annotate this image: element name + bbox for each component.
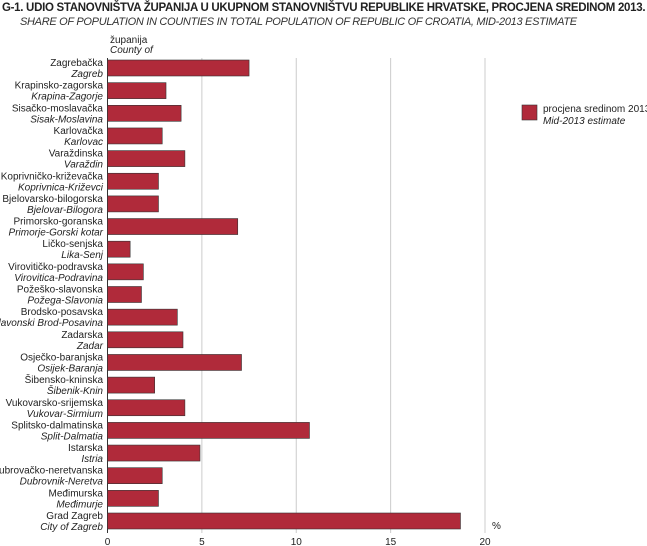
category-label: Virovitičko-podravska [8, 262, 103, 273]
category-label: Zadarska [61, 330, 103, 341]
x-tick-label: 0 [105, 537, 111, 546]
category-label: Krapinsko-zagorska [15, 81, 104, 92]
bar [107, 172, 159, 190]
legend-label-en: Mid-2013 estimate [543, 116, 626, 127]
category-label: Bjelovarsko-bilogorska [2, 194, 103, 205]
bar [107, 105, 182, 122]
category-label: Međimurska [49, 488, 104, 499]
y-axis-title: županija [110, 35, 148, 46]
bar [107, 218, 239, 235]
category-label-en: Istria [81, 454, 103, 465]
y-axis-title-en: County of [110, 45, 154, 56]
category-label-en: Split-Dalmatia [41, 431, 104, 442]
category-label-en: City of Zagreb [40, 522, 103, 533]
bar [107, 286, 142, 303]
category-label: Grad Zagreb [46, 511, 103, 522]
bar [107, 195, 159, 213]
bar [107, 240, 131, 258]
category-label: Požeško-slavonska [17, 285, 104, 296]
bar [107, 127, 163, 145]
bar [107, 422, 310, 439]
category-label-en: Karlovac [64, 137, 103, 148]
category-label: Osječko-baranjska [20, 352, 103, 363]
category-label: Zagrebačka [50, 58, 103, 69]
category-label-en: Zagreb [70, 69, 103, 80]
category-label-en: Osijek-Baranja [37, 363, 103, 374]
category-label-en: Međimurje [56, 499, 103, 510]
bar [107, 354, 242, 371]
category-label-en: Koprivnica-Križevci [18, 182, 104, 193]
category-label: Dubrovačko-neretvanska [0, 466, 103, 477]
chart-title: G-1. UDIO STANOVNIŠTVA ŽUPANIJA U UKUPNO… [2, 2, 646, 14]
bar [107, 467, 163, 485]
category-label-en: Dubrovnik-Neretva [20, 477, 104, 488]
chart-subtitle: SHARE OF POPULATION IN COUNTIES IN TOTAL… [20, 16, 577, 28]
bar [107, 82, 167, 99]
category-label-en: Zadar [76, 341, 104, 352]
category-label-en: Sisak-Moslavina [30, 114, 103, 125]
category-label-en: Primorje-Gorski kotar [9, 228, 104, 239]
legend-label: procjena sredinom 2013. [543, 104, 647, 115]
x-tick-label: 10 [291, 537, 303, 546]
category-label: Sisačko-moslavačka [12, 103, 104, 114]
category-label-en: Požega-Slavonia [27, 296, 103, 307]
bar [107, 399, 186, 417]
bar [107, 444, 201, 462]
category-label-en: Bjelovar-Bilogora [27, 205, 103, 216]
x-axis-label: % [492, 521, 501, 532]
bar [107, 490, 159, 507]
category-label-en: Lika-Senj [61, 250, 103, 261]
category-label-en: Virovitica-Podravina [14, 273, 103, 284]
category-label: Koprivničko-križevačka [1, 171, 104, 182]
bar [107, 150, 186, 167]
category-label: Vukovarsko-srijemska [6, 398, 104, 409]
category-label: Varaždinska [49, 149, 104, 160]
bar [107, 59, 250, 77]
legend-swatch [521, 104, 538, 121]
x-tick-label: 20 [479, 537, 491, 546]
category-label: Šibensko-kninska [25, 373, 104, 386]
category-label-en: Varaždin [64, 160, 104, 171]
category-label-en: Slavonski Brod-Posavina [0, 318, 103, 329]
category-label: Ličko-senjska [42, 239, 103, 250]
bar [107, 331, 184, 349]
bar [107, 512, 461, 530]
category-label: Splitsko-dalmatinska [11, 420, 103, 431]
category-label: Primorsko-goranska [14, 217, 104, 228]
x-tick-label: 15 [385, 537, 397, 546]
category-label: Karlovačka [54, 126, 104, 137]
x-tick-label: 5 [199, 537, 205, 546]
category-label: Istarska [68, 443, 103, 454]
bar [107, 376, 155, 394]
bar [107, 263, 144, 281]
bar [107, 308, 178, 326]
category-label-en: Vukovar-Sirmium [27, 409, 103, 420]
category-label-en: Šibenik-Knin [47, 384, 104, 397]
category-label: Brodsko-posavska [21, 307, 104, 318]
category-label-en: Krapina-Zagorje [31, 92, 103, 103]
